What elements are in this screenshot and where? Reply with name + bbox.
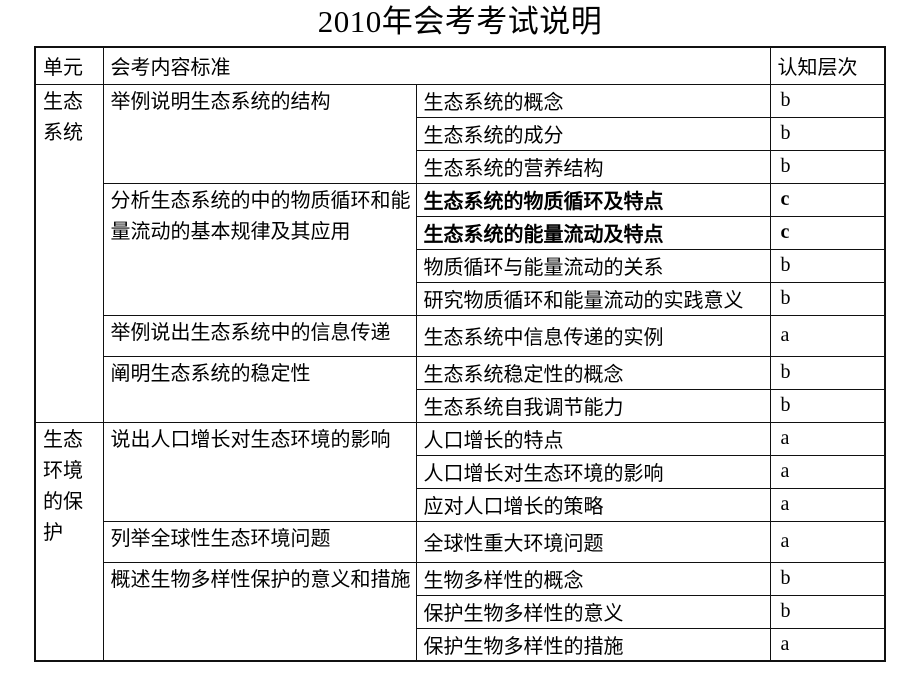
- topic-cell: 生态系统稳定性的概念: [415, 355, 771, 390]
- topic-cell: 物质循环与能量流动的关系: [415, 248, 771, 283]
- topic-cell: 全球性重大环境问题: [415, 520, 771, 563]
- header-row: 单元 会考内容标准 认知层次: [34, 46, 886, 85]
- table-row: 生态系统的成分 b: [35, 116, 886, 151]
- level-cell: a: [769, 520, 886, 563]
- topic-cell: 生物多样性的概念: [415, 561, 771, 596]
- table-row: 分析生态系统的中的物质循环和能量流动的基本规律及其应用 生态系统的物质循环及特点 c: [35, 182, 886, 316]
- level-cell: b: [769, 355, 886, 390]
- topic-cell: 生态系统的能量流动及特点: [415, 215, 771, 250]
- header-content: 会考内容标准: [102, 46, 771, 85]
- header-unit: 单元: [34, 46, 104, 85]
- exam-table: 单元 会考内容标准 认知层次 生态系统 举例说明生态系统的结构 生态系统的概念 b 生态…: [34, 46, 886, 662]
- table-row: 生态系统的能量流动及特点 c: [35, 215, 886, 250]
- header-level: 认知层次: [769, 46, 886, 85]
- standard-cell: 说出人口增长对生态环境的影响: [102, 421, 417, 522]
- topic-cell: 保护生物多样性的意义: [415, 594, 771, 629]
- table-row: 保护生物多样性的意义 b: [35, 594, 886, 629]
- table-body: 生态系统 举例说明生态系统的结构 生态系统的概念 b 生态系统的成分 b 生态系统的营养结构…: [34, 83, 886, 662]
- level-cell: a: [769, 487, 886, 522]
- table-row: 举例说出生态系统中的信息传递 生态系统中信息传递的实例 a: [35, 314, 886, 357]
- level-cell: b: [769, 388, 886, 423]
- topic-cell: 生态系统自我调节能力: [415, 388, 771, 423]
- topic-cell: 生态系统的概念: [415, 83, 771, 118]
- topic-cell: 生态系统的物质循环及特点: [415, 182, 771, 217]
- topic-cell: 人口增长对生态环境的影响: [415, 454, 771, 489]
- standard-cell: 概述生物多样性保护的意义和措施: [102, 561, 417, 662]
- table-row: 应对人口增长的策略 a: [35, 487, 886, 522]
- level-cell: b: [769, 248, 886, 283]
- table-row: 阐明生态系统的稳定性 生态系统稳定性的概念 b: [35, 355, 886, 423]
- level-cell: a: [769, 454, 886, 489]
- topic-cell: 生态系统的成分: [415, 116, 771, 151]
- level-cell: b: [769, 149, 886, 184]
- page-title: 2010年会考考试说明: [317, 4, 603, 39]
- level-cell: b: [769, 594, 886, 629]
- topic-cell: 保护生物多样性的措施: [415, 627, 771, 662]
- standard-cell: 举例说明生态系统的结构: [102, 83, 417, 184]
- standard-cell: 举例说出生态系统中的信息传递: [102, 314, 417, 357]
- unit-cell: 生态系统: [34, 83, 104, 423]
- table-row: 保护生物多样性的措施 a: [35, 627, 886, 662]
- standard-cell: 列举全球性生态环境问题: [102, 520, 417, 563]
- table-row: 列举全球性生态环境问题 全球性重大环境问题 a: [35, 520, 886, 563]
- level-cell: b: [769, 116, 886, 151]
- table-row: 生态环境的保护 说出人口增长对生态环境的影响 人口增长的特点 a: [34, 421, 886, 662]
- table-row: 概述生物多样性保护的意义和措施 生物多样性的概念 b: [35, 561, 886, 662]
- standard-cell: 阐明生态系统的稳定性: [102, 355, 417, 423]
- unit-cell: 生态环境的保护: [34, 421, 104, 662]
- table-row: 生态系统 举例说明生态系统的结构 生态系统的概念 b: [34, 83, 886, 423]
- standard-cell: 分析生态系统的中的物质循环和能量流动的基本规律及其应用: [102, 182, 417, 316]
- topic-cell: 生态系统的营养结构: [415, 149, 771, 184]
- level-cell: a: [769, 627, 886, 662]
- level-cell: c: [769, 182, 886, 217]
- topic-cell: 生态系统中信息传递的实例: [415, 314, 771, 357]
- level-cell: c: [769, 215, 886, 250]
- level-cell: b: [769, 83, 886, 118]
- level-cell: b: [769, 561, 886, 596]
- topic-cell: 研究物质循环和能量流动的实践意义: [415, 281, 771, 316]
- topic-cell: 人口增长的特点: [415, 421, 771, 456]
- level-cell: a: [769, 421, 886, 456]
- topic-cell: 应对人口增长的策略: [415, 487, 771, 522]
- level-cell: b: [769, 281, 886, 316]
- table-row: 研究物质循环和能量流动的实践意义 b: [35, 281, 886, 316]
- level-cell: a: [769, 314, 886, 357]
